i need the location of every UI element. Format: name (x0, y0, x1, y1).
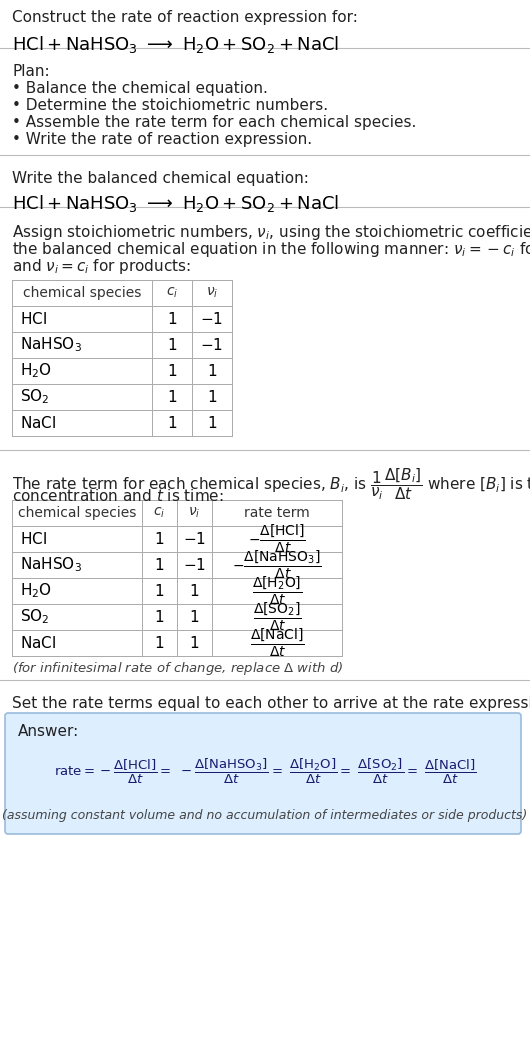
Text: $\mathrm{H_2O}$: $\mathrm{H_2O}$ (20, 362, 52, 380)
Text: $-1$: $-1$ (200, 311, 224, 327)
Text: $c_i$: $c_i$ (166, 286, 178, 300)
Text: $\mathrm{HCl + NaHSO_3\ \longrightarrow\ H_2O + SO_2 + NaCl}$: $\mathrm{HCl + NaHSO_3\ \longrightarrow\… (12, 193, 339, 214)
Text: 1: 1 (155, 557, 164, 572)
Text: chemical species: chemical species (18, 506, 136, 520)
Text: $1$: $1$ (189, 584, 200, 599)
Text: $\nu_i$: $\nu_i$ (206, 286, 218, 300)
Text: $\mathrm{NaCl}$: $\mathrm{NaCl}$ (20, 415, 56, 431)
Text: • Balance the chemical equation.: • Balance the chemical equation. (12, 81, 268, 96)
Text: (assuming constant volume and no accumulation of intermediates or side products): (assuming constant volume and no accumul… (2, 810, 528, 822)
Text: $\mathrm{HCl}$: $\mathrm{HCl}$ (20, 311, 47, 327)
Text: • Assemble the rate term for each chemical species.: • Assemble the rate term for each chemic… (12, 115, 417, 130)
Text: Write the balanced chemical equation:: Write the balanced chemical equation: (12, 171, 309, 187)
Text: 1: 1 (155, 584, 164, 598)
Text: $1$: $1$ (207, 389, 217, 405)
Text: $-1$: $-1$ (183, 531, 206, 547)
Text: Set the rate terms equal to each other to arrive at the rate expression:: Set the rate terms equal to each other t… (12, 696, 530, 711)
Text: $1$: $1$ (189, 609, 200, 625)
Text: $-\dfrac{\Delta[\mathrm{HCl}]}{\Delta t}$: $-\dfrac{\Delta[\mathrm{HCl}]}{\Delta t}… (248, 523, 306, 555)
Text: $1$: $1$ (207, 415, 217, 431)
FancyBboxPatch shape (5, 713, 521, 834)
Text: $\mathrm{SO_2}$: $\mathrm{SO_2}$ (20, 607, 49, 626)
Text: $\dfrac{\Delta[\mathrm{SO_2}]}{\Delta t}$: $\dfrac{\Delta[\mathrm{SO_2}]}{\Delta t}… (253, 601, 302, 634)
Bar (12, 280, 232, 436)
Text: 1: 1 (155, 610, 164, 624)
Text: Answer:: Answer: (18, 724, 80, 739)
Text: Plan:: Plan: (12, 64, 50, 79)
Text: chemical species: chemical species (23, 286, 141, 300)
Text: concentration and $t$ is time:: concentration and $t$ is time: (12, 488, 224, 504)
Text: 1: 1 (167, 390, 177, 404)
Text: $\mathrm{SO_2}$: $\mathrm{SO_2}$ (20, 388, 49, 406)
Text: $-\dfrac{\Delta[\mathrm{NaHSO_3}]}{\Delta t}$: $-\dfrac{\Delta[\mathrm{NaHSO_3}]}{\Delt… (232, 549, 322, 581)
Text: Assign stoichiometric numbers, $\nu_i$, using the stoichiometric coefficients, $: Assign stoichiometric numbers, $\nu_i$, … (12, 223, 530, 242)
Text: 1: 1 (155, 636, 164, 650)
Text: the balanced chemical equation in the following manner: $\nu_i = -c_i$ for react: the balanced chemical equation in the fo… (12, 240, 530, 259)
Text: Construct the rate of reaction expression for:: Construct the rate of reaction expressio… (12, 10, 358, 25)
Text: The rate term for each chemical species, $B_i$, is $\dfrac{1}{\nu_i}\dfrac{\Delt: The rate term for each chemical species,… (12, 466, 530, 502)
Text: $c_i$: $c_i$ (153, 505, 166, 520)
Text: $\nu_i$: $\nu_i$ (188, 505, 201, 520)
Text: rate term: rate term (244, 506, 310, 520)
Text: • Determine the stoichiometric numbers.: • Determine the stoichiometric numbers. (12, 98, 328, 113)
Text: $\mathrm{rate} = -\dfrac{\Delta[\mathrm{HCl}]}{\Delta t} =\ -\dfrac{\Delta[\math: $\mathrm{rate} = -\dfrac{\Delta[\mathrm{… (54, 756, 476, 786)
Text: $1$: $1$ (207, 363, 217, 379)
Text: $\mathrm{NaCl}$: $\mathrm{NaCl}$ (20, 635, 56, 651)
Text: $\mathrm{NaHSO_3}$: $\mathrm{NaHSO_3}$ (20, 555, 82, 574)
Text: 1: 1 (167, 364, 177, 378)
Text: • Write the rate of reaction expression.: • Write the rate of reaction expression. (12, 132, 312, 147)
Text: $\mathrm{HCl}$: $\mathrm{HCl}$ (20, 531, 47, 547)
Text: 1: 1 (167, 338, 177, 352)
Text: $-1$: $-1$ (200, 337, 224, 353)
Bar (12, 500, 342, 656)
Text: $\mathrm{NaHSO_3}$: $\mathrm{NaHSO_3}$ (20, 336, 82, 354)
Text: 1: 1 (155, 531, 164, 546)
Text: (for infinitesimal rate of change, replace $\Delta$ with $d$): (for infinitesimal rate of change, repla… (12, 660, 343, 677)
Text: $\dfrac{\Delta[\mathrm{NaCl}]}{\Delta t}$: $\dfrac{\Delta[\mathrm{NaCl}]}{\Delta t}… (250, 627, 304, 660)
Text: $\mathrm{H_2O}$: $\mathrm{H_2O}$ (20, 581, 52, 600)
Text: $\mathrm{HCl + NaHSO_3\ \longrightarrow\ H_2O + SO_2 + NaCl}$: $\mathrm{HCl + NaHSO_3\ \longrightarrow\… (12, 34, 339, 55)
Text: 1: 1 (167, 416, 177, 430)
Text: $\dfrac{\Delta[\mathrm{H_2O}]}{\Delta t}$: $\dfrac{\Delta[\mathrm{H_2O}]}{\Delta t}… (252, 575, 302, 607)
Text: 1: 1 (167, 312, 177, 326)
Text: and $\nu_i = c_i$ for products:: and $\nu_i = c_i$ for products: (12, 257, 191, 276)
Text: $-1$: $-1$ (183, 557, 206, 573)
Text: $1$: $1$ (189, 635, 200, 651)
